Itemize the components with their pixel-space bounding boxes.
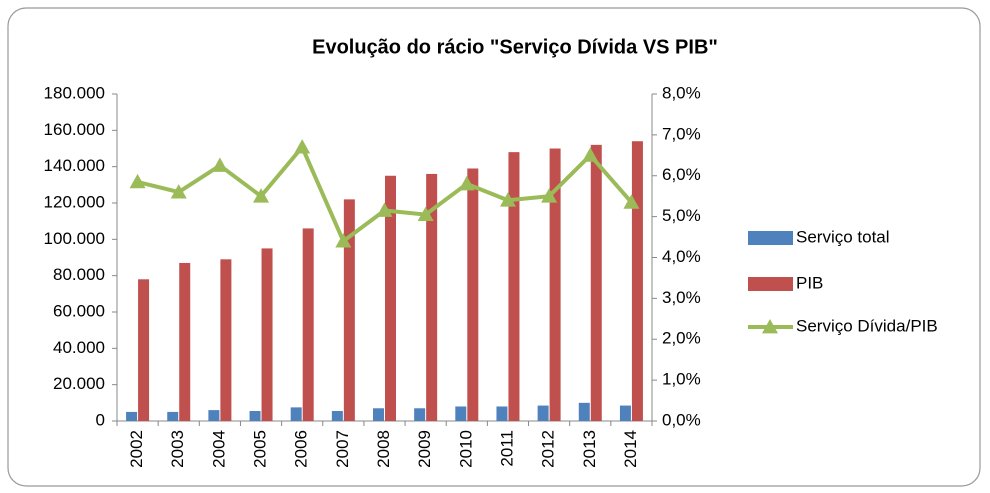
bar [619,405,631,421]
y-tick-label: 120.000 [44,192,105,211]
bar [126,411,138,421]
line-marker [458,175,475,191]
bar [631,141,643,421]
line-marker [294,139,311,154]
x-tick-label: 2003 [168,430,187,468]
line-marker [170,184,187,199]
legend-marker [762,319,778,334]
bar [302,228,314,421]
y2-tick-label: 8,0% [662,83,701,102]
x-tick-label: 2008 [374,430,393,468]
x-tick-label: 2013 [580,430,599,468]
legend-label: PIB [796,273,823,292]
y-tick-label: 40.000 [53,338,105,357]
x-tick-label: 2012 [539,430,558,468]
line-marker [623,194,640,209]
x-tick-label: 2006 [292,430,311,468]
bar [590,144,602,421]
y-tick-label: 60.000 [53,301,105,320]
line-marker [211,157,228,172]
bar [167,411,179,421]
chart-frame [7,7,981,487]
x-tick-label: 2014 [621,430,640,468]
bar [508,152,520,421]
chart-title: Evolução do rácio "Serviço Dívida VS PIB… [312,36,718,58]
line-marker [499,192,516,207]
line-marker [376,202,393,217]
bar [249,411,261,421]
bar [343,199,355,421]
line-marker [129,173,146,189]
line-marker [582,147,599,162]
y-tick-label: 0 [96,410,105,429]
legend-swatch [748,231,793,245]
bar [331,411,343,421]
y-tick-label: 180.000 [44,83,105,102]
line-marker [417,206,434,221]
x-tick-label: 2011 [497,430,516,467]
y-tick-label: 20.000 [53,374,105,393]
bar [261,248,273,421]
line-marker [253,188,270,203]
x-tick-label: 2002 [127,430,146,468]
bar [414,408,426,421]
bar [138,279,150,421]
x-tick-label: 2004 [209,430,228,468]
y2-tick-label: 2,0% [662,329,701,348]
bar [373,408,384,421]
bar [220,259,232,421]
bar [578,402,590,421]
bar [467,168,479,421]
bar [537,405,549,421]
y2-tick-label: 7,0% [662,124,701,143]
bar [549,148,561,421]
line-marker [541,188,558,203]
bar [426,173,438,421]
x-tick-label: 2007 [333,430,352,468]
legend-label: Serviço total [796,227,890,246]
y2-tick-label: 1,0% [662,370,701,389]
y2-tick-label: 4,0% [662,247,701,266]
bar [208,410,220,421]
y-tick-label: 80.000 [53,265,105,284]
y2-tick-label: 0,0% [662,410,701,429]
bar [385,175,396,421]
y-tick-label: 160.000 [44,120,105,139]
x-tick-label: 2010 [456,430,475,468]
line-marker [335,233,352,248]
y2-tick-label: 3,0% [662,288,701,307]
legend-swatch [748,277,793,291]
bar [496,406,508,421]
x-tick-label: 2009 [415,430,434,468]
bar [179,262,191,421]
y2-tick-label: 6,0% [662,165,701,184]
x-tick-label: 2005 [251,430,270,468]
bar [290,407,302,421]
y-tick-label: 140.000 [44,156,105,175]
y2-tick-label: 5,0% [662,206,701,225]
bar [455,406,467,421]
y-tick-label: 100.000 [44,229,105,248]
legend-label: Serviço Dívida/PIB [796,316,938,335]
